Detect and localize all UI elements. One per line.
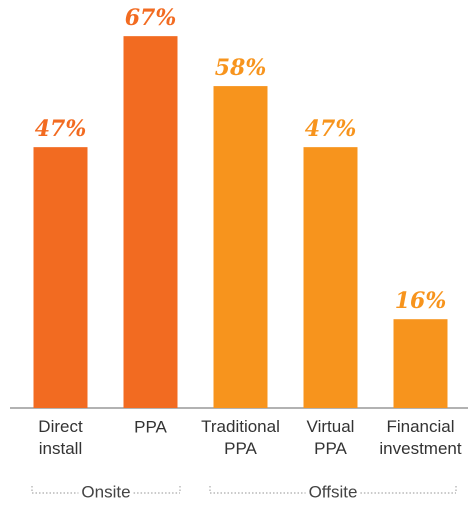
group-label: Onsite (81, 482, 130, 501)
bar (123, 36, 178, 409)
category-label: PPA (134, 417, 167, 436)
category-label: Traditional PPA (201, 417, 280, 458)
value-label: 16% (395, 288, 447, 314)
value-label: 47% (305, 116, 357, 142)
value-label: 67% (125, 5, 177, 31)
value-label: 47% (35, 116, 87, 142)
group-label: Offsite (309, 482, 358, 501)
value-label: 58% (215, 55, 267, 81)
bar (213, 86, 268, 408)
category-label: Financial investment (379, 417, 461, 458)
bar (33, 147, 88, 408)
bar (303, 147, 358, 408)
bar (393, 319, 448, 408)
category-label: Direct install (38, 417, 83, 458)
category-label: Virtual PPA (307, 417, 355, 458)
